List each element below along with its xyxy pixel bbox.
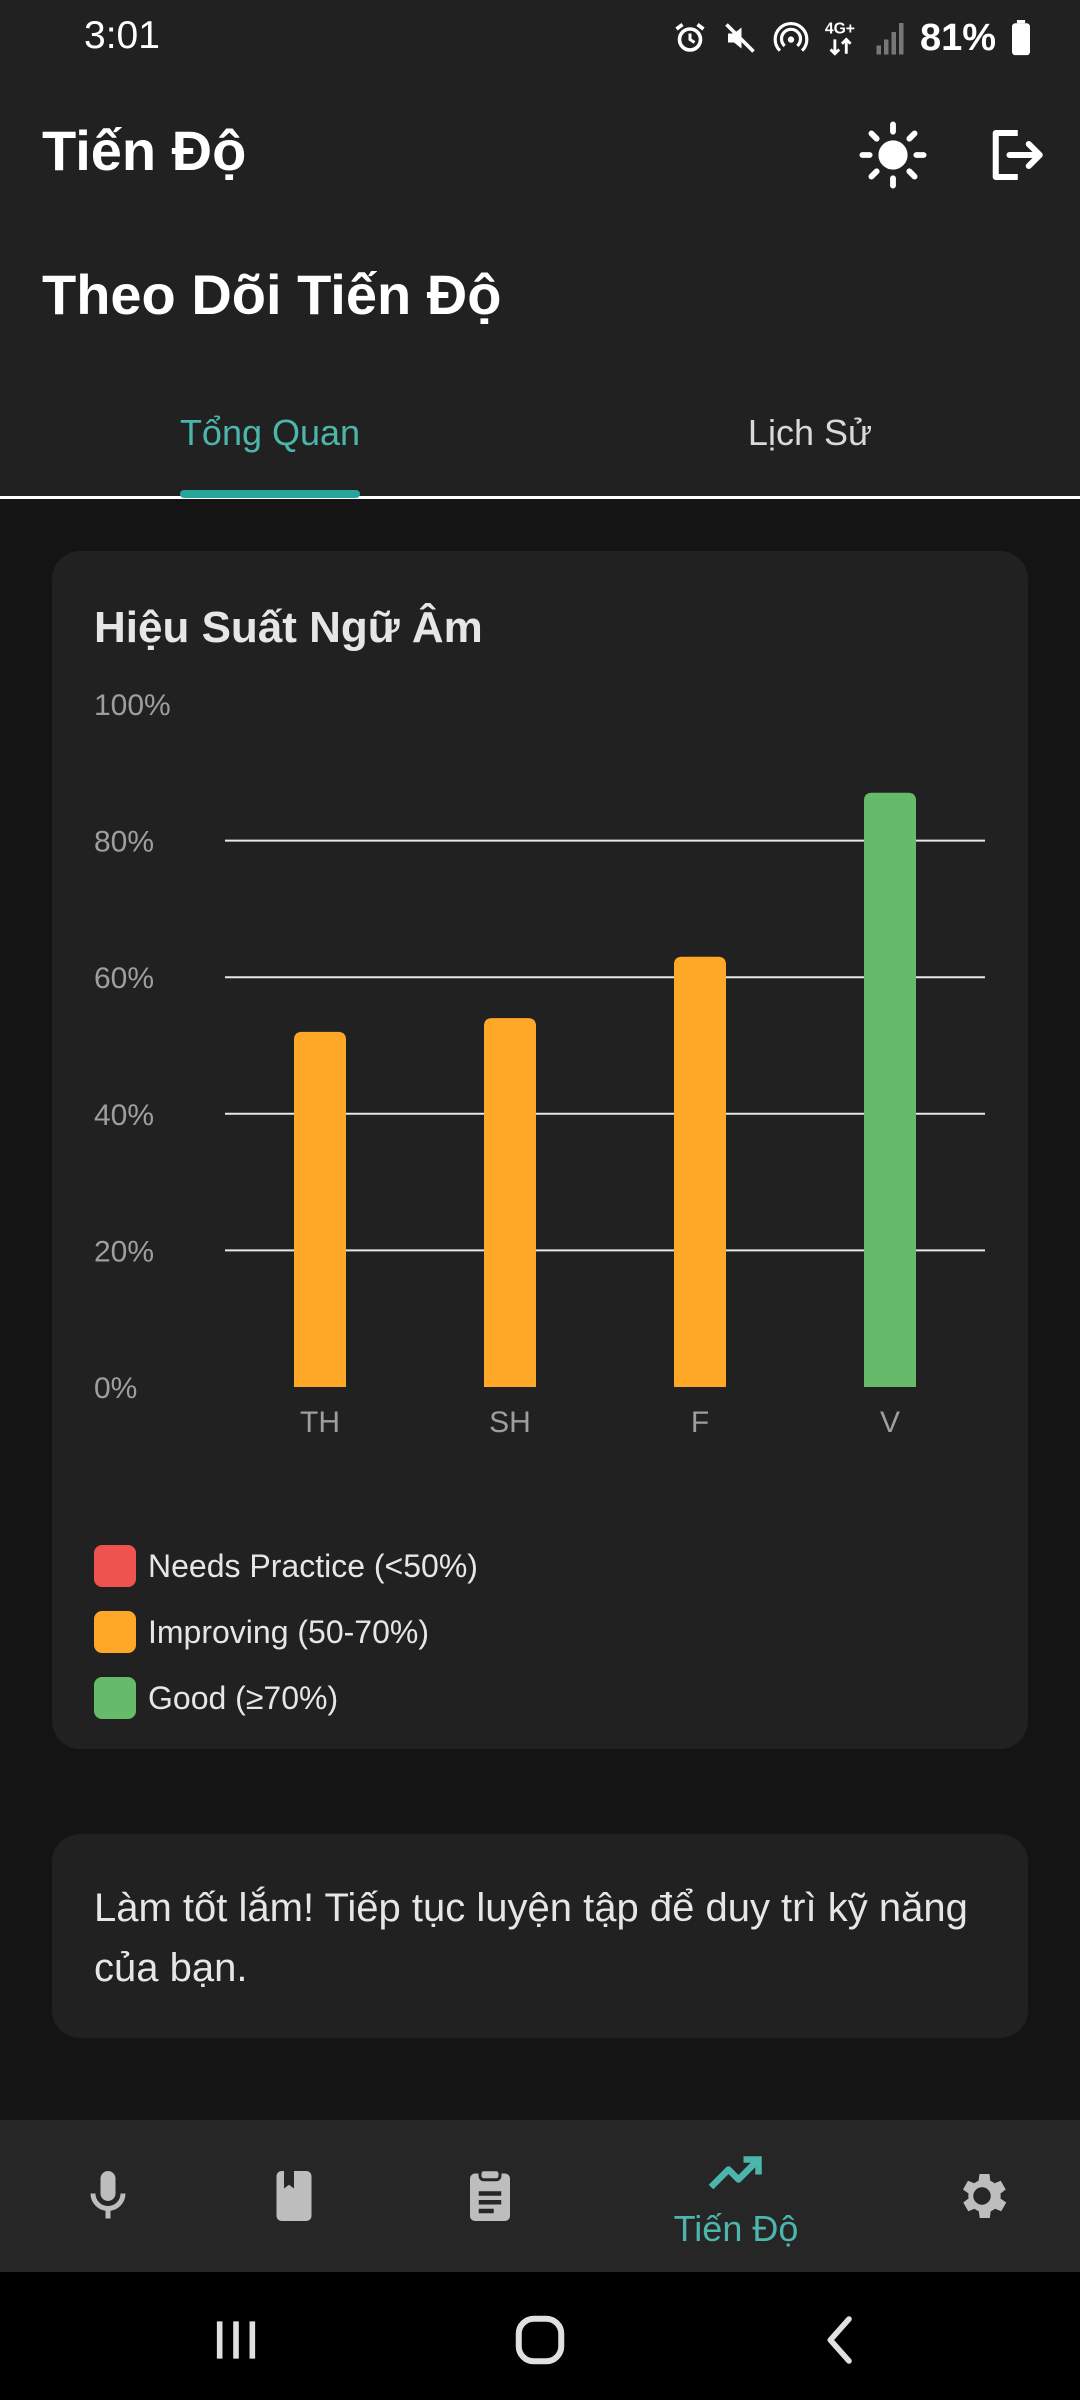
nav-item-progress[interactable]: Tiến Độ <box>628 2120 844 2272</box>
bar-sh <box>484 1018 536 1387</box>
app-bar-title: Tiến Độ <box>42 119 247 182</box>
x-tick-label: V <box>880 1406 900 1439</box>
legend-item-good: Good (≥70%) <box>94 1665 478 1731</box>
phonics-performance-card: Hiệu Suất Ngữ Âm 0% 20% 40% 60% 80% 100% TH SH F… <box>52 551 1028 1749</box>
status-bar: 3:01 4G+ 81% <box>0 0 1080 76</box>
page-title: Theo Dõi Tiến Độ <box>42 263 502 326</box>
x-tick-label: TH <box>300 1406 340 1439</box>
mute-icon <box>725 23 755 53</box>
bar-th <box>294 1031 346 1387</box>
y-tick-label: 20% <box>94 1235 154 1268</box>
legend-label: Good (≥70%) <box>148 1679 339 1716</box>
clipboard-icon <box>470 2168 510 2221</box>
y-tick-label: 60% <box>94 962 154 995</box>
bar-v <box>864 792 916 1387</box>
legend-swatch-red <box>94 1545 136 1587</box>
bottom-nav: Tiến Độ <box>0 2120 1080 2272</box>
trending-up-icon <box>708 2156 762 2190</box>
legend-item-improving: Improving (50-70%) <box>94 1599 478 1665</box>
legend-label: Needs Practice (<50%) <box>148 1547 478 1584</box>
y-tick-label: 80% <box>94 826 154 859</box>
theme-sun-icon[interactable] <box>858 120 928 190</box>
x-tick-label: SH <box>489 1406 531 1439</box>
y-tick-label: 100% <box>94 689 171 722</box>
phonics-bar-chart: 0% 20% 40% 60% 80% 100% TH SH F V <box>94 689 985 1439</box>
status-icons: 4G+ 81% <box>672 16 1032 60</box>
svg-text:4G+: 4G+ <box>825 21 855 38</box>
legend-item-needs-practice: Needs Practice (<50%) <box>94 1533 478 1599</box>
bar-f <box>674 956 726 1387</box>
legend-swatch-green <box>94 1677 136 1719</box>
y-tick-label: 0% <box>94 1372 137 1405</box>
battery-percent: 81% <box>919 16 996 59</box>
status-time: 3:01 <box>84 14 160 57</box>
tab-overview[interactable]: Tổng Quan <box>179 412 361 453</box>
tab-indicator <box>180 490 360 498</box>
signal-icon <box>876 23 904 55</box>
book-icon <box>276 2171 312 2221</box>
alarm-icon <box>675 23 705 52</box>
settings-gear-icon <box>963 2174 1007 2218</box>
x-tick-label: F <box>691 1406 709 1439</box>
hotspot-icon <box>773 22 809 52</box>
feedback-message: Làm tốt lắm! Tiếp tục luyện tập để duy t… <box>94 1886 968 1990</box>
system-nav-bar <box>0 2272 1080 2400</box>
back-icon[interactable] <box>814 2312 870 2368</box>
nav-label-progress: Tiến Độ <box>673 2208 799 2249</box>
chart-title: Hiệu Suất Ngữ Âm <box>94 603 483 652</box>
nav-item-settings[interactable] <box>874 2120 1080 2272</box>
legend-swatch-orange <box>94 1611 136 1653</box>
microphone-icon <box>90 2171 126 2219</box>
legend-label: Improving (50-70%) <box>148 1613 429 1650</box>
nav-item-practice[interactable] <box>0 2120 216 2272</box>
chart-legend: Needs Practice (<50%) Improving (50-70%)… <box>94 1533 478 1731</box>
battery-icon <box>1012 20 1030 56</box>
network-4g-icon: 4G+ <box>825 21 855 56</box>
tab-history[interactable]: Lịch Sử <box>747 412 873 453</box>
nav-item-tests[interactable] <box>382 2120 598 2272</box>
home-icon[interactable] <box>510 2310 570 2370</box>
y-tick-label: 40% <box>94 1099 154 1132</box>
app-bar: Tiến Độ <box>0 76 1080 226</box>
logout-icon[interactable] <box>982 122 1048 188</box>
tab-bar: Tổng Quan Lịch Sử <box>0 366 1080 499</box>
recents-icon[interactable] <box>208 2312 264 2368</box>
feedback-card: Làm tốt lắm! Tiếp tục luyện tập để duy t… <box>52 1834 1028 2038</box>
page-header: Theo Dõi Tiến Độ <box>0 226 1080 366</box>
nav-item-lessons[interactable] <box>186 2120 402 2272</box>
